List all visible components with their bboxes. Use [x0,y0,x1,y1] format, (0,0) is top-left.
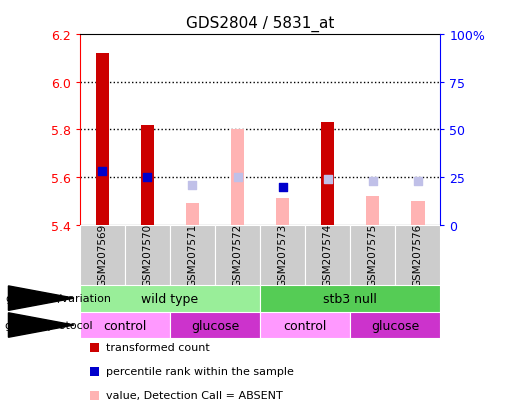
Bar [396,225,440,285]
Point [233,174,242,181]
Text: GSM207571: GSM207571 [187,223,197,287]
Text: GSM207573: GSM207573 [278,223,287,287]
Bar [350,312,440,339]
Bar [350,225,396,285]
Text: stb3 null: stb3 null [323,292,377,305]
Text: GSM207575: GSM207575 [368,223,377,287]
Bar [96,54,109,225]
Point [279,184,287,190]
Point [323,177,332,183]
Bar [366,197,380,225]
Text: GSM207572: GSM207572 [233,223,243,287]
Bar [80,312,170,339]
Bar [215,225,260,285]
Text: transformed count: transformed count [106,342,209,352]
Text: wild type: wild type [142,292,198,305]
Text: growth protocol: growth protocol [5,320,93,330]
Bar [321,123,334,225]
Bar [186,204,199,225]
Point [188,183,197,189]
Text: value, Detection Call = ABSENT: value, Detection Call = ABSENT [106,390,282,400]
Text: glucose: glucose [371,319,419,332]
Bar [305,225,350,285]
Text: GSM207574: GSM207574 [323,223,333,287]
Point [369,178,377,185]
Text: glucose: glucose [191,319,239,332]
Bar [260,225,305,285]
Text: GSM207570: GSM207570 [143,223,152,287]
Polygon shape [8,313,74,337]
Text: GSM207569: GSM207569 [97,223,107,287]
Bar [80,225,125,285]
Bar [231,130,244,225]
Text: percentile rank within the sample: percentile rank within the sample [106,366,294,376]
Title: GDS2804 / 5831_at: GDS2804 / 5831_at [186,16,334,32]
Polygon shape [8,286,74,311]
Text: genotype/variation: genotype/variation [5,293,111,304]
Bar [170,312,260,339]
Bar [276,199,289,225]
Bar [80,285,260,312]
Bar [170,225,215,285]
Point [143,174,151,181]
Bar [141,125,154,225]
Point [414,178,422,185]
Text: control: control [283,319,327,332]
Bar [260,285,440,312]
Bar [411,201,424,225]
Bar [260,312,350,339]
Bar [125,225,170,285]
Text: GSM207576: GSM207576 [413,223,423,287]
Text: control: control [103,319,147,332]
Point [98,169,107,175]
